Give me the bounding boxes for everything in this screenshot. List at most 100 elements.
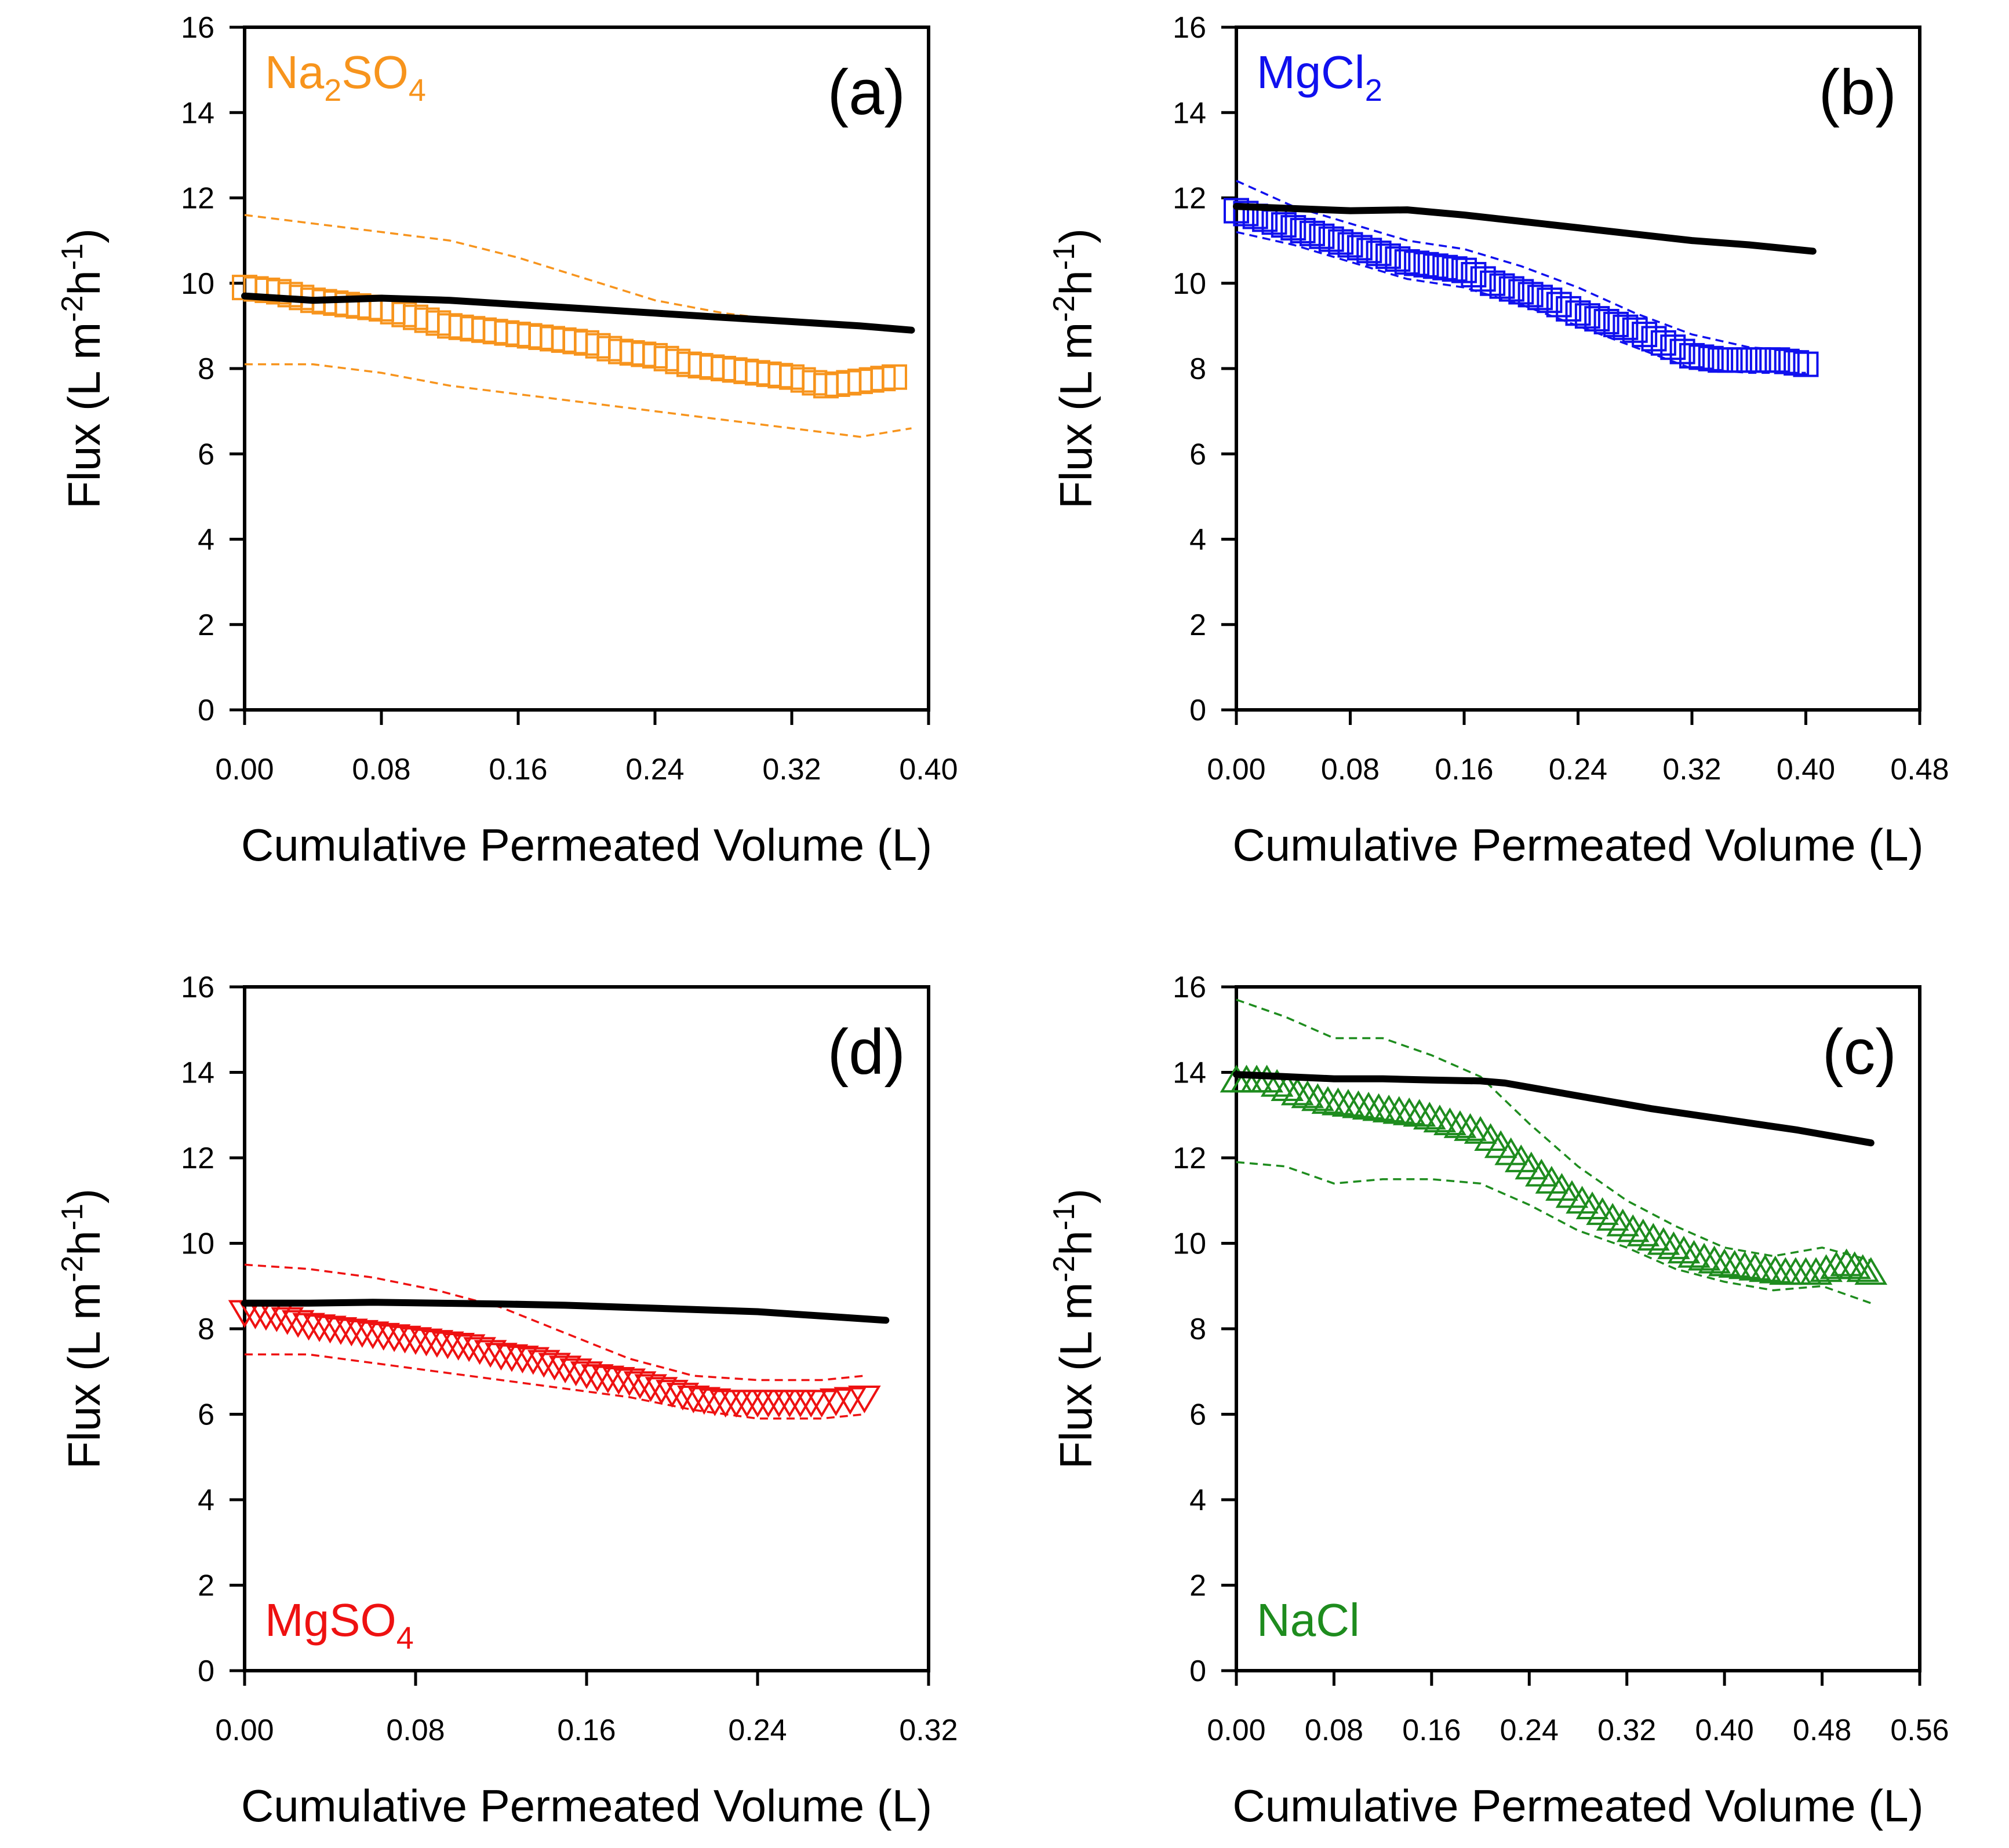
lower-band-line [245,363,912,438]
y-axis-label: Flux (L m-2h-1) [56,228,110,509]
data-point [345,1320,379,1348]
model-line [241,1299,890,1324]
data-point [1385,246,1411,272]
data-point [431,1331,464,1359]
data-point [1779,1257,1813,1285]
data-point [1342,1090,1375,1118]
data-point [1375,243,1401,269]
y-tick-label: 8 [1189,1313,1206,1346]
x-tick-label: 0.16 [1435,753,1493,786]
data-point [1667,1235,1701,1264]
y-tick-label: 12 [1173,182,1206,216]
y-tick-label: 12 [181,1142,214,1175]
data-point [1728,1251,1761,1280]
y-axis-label: Flux (L m-2h-1) [56,1189,110,1469]
data-point [645,1377,678,1405]
data-point [303,1314,336,1343]
panel-label: (a) [828,57,905,128]
data-point [1271,212,1297,238]
data-point [1677,1240,1710,1268]
upper-band-line [1236,180,1806,353]
data-point [1764,347,1790,373]
data-point [367,1322,400,1351]
y-axis-label-sup: -1 [1047,243,1081,270]
y-tick-label: 4 [1189,523,1206,557]
data-point [1517,282,1544,308]
data-point [1301,1083,1334,1111]
data-point [1331,1089,1365,1117]
plot-frame [243,25,930,712]
data-point [1650,330,1676,356]
y-tick-label: 12 [1173,1142,1206,1175]
x-tick-label: 0.16 [1402,1714,1461,1747]
x-tick-label: 0.24 [625,753,684,786]
data-point [1480,270,1506,296]
y-tick-label: 8 [198,352,214,386]
panel-label: (b) [1819,57,1897,128]
panel-b: 0 2 4 6 8 10 12 14 16 0.00 0.08 0.16 0.24 0.32 0.40 0.4… [1047,11,1949,870]
upper-band-line [244,1263,865,1382]
data-point [1698,345,1724,371]
data-point [377,1324,411,1353]
data-point [271,1307,304,1335]
data-point [442,1333,475,1361]
data-point [1470,266,1496,292]
x-axis-label: Cumulative Permeated Volume (L) [241,819,932,870]
data-point [634,1374,667,1402]
y-axis-label-part: Flux (L m [59,322,110,509]
data-point [677,1386,710,1413]
data-point [1346,235,1373,261]
panel-d: 0 2 4 6 8 10 12 14 16 0.00 0.08 0.16 0.24 0.32 Cumulat… [56,971,958,1831]
y-axis-label-sup: -1 [56,1204,89,1230]
data-point [1382,1096,1416,1124]
y-tick-label: 2 [198,1569,214,1603]
y-tick-label: 10 [181,1227,214,1261]
data-point [1362,1093,1395,1121]
data-point [335,1318,368,1347]
data-point [1738,1252,1772,1281]
x-tick-label: 0.00 [215,753,274,786]
data-point [1679,342,1705,369]
data-point [882,364,907,390]
data-point [1637,1223,1670,1251]
data-point [399,1327,432,1355]
model-line [241,292,915,334]
y-axis-label-part: h [59,1230,110,1255]
y-axis-label-sup: -2 [56,1256,89,1282]
data-point [666,1383,700,1411]
data-point [495,1344,529,1372]
y-tick-label: 10 [1173,1227,1206,1261]
data-point [1527,285,1553,311]
data-point [581,1364,614,1393]
lower-band-line [245,1353,865,1420]
data-point [1366,240,1392,267]
x-tick-label: 0.00 [1207,753,1265,786]
data-point [1451,257,1477,283]
data-point [1290,217,1316,243]
model-line [1233,203,1817,255]
data-point [1337,232,1363,258]
data-point [591,1365,625,1394]
data-point [1403,1099,1436,1127]
data-point [314,1315,347,1344]
y-tick-label: 6 [1189,1398,1206,1432]
x-tick-label: 0.08 [352,753,410,786]
data-point [1854,1257,1888,1285]
y-tick-label: 8 [1189,352,1206,386]
panel-a: 0 2 4 6 8 10 12 14 16 0.00 0.08 0.16 0.24 0.32 0.40 Cum… [56,11,958,870]
data-point [1260,1069,1294,1097]
legend-text: NaCl [1257,1594,1360,1646]
legend-text: MgCl [1257,46,1365,98]
x-tick-label: 0.32 [899,1714,958,1747]
data-point [506,1346,539,1374]
data-point [1626,1218,1660,1246]
data-point [1443,1110,1477,1138]
y-axis-label-sup: -2 [1047,296,1081,322]
y-axis-label-part: ) [59,1189,110,1204]
data-point [1413,1102,1446,1130]
data-point [356,1321,390,1350]
data-point [1669,338,1695,365]
legend-subscript: 4 [396,1621,414,1656]
data-point [1556,296,1582,322]
y-axis-label-part: Flux (L m [1050,322,1101,509]
